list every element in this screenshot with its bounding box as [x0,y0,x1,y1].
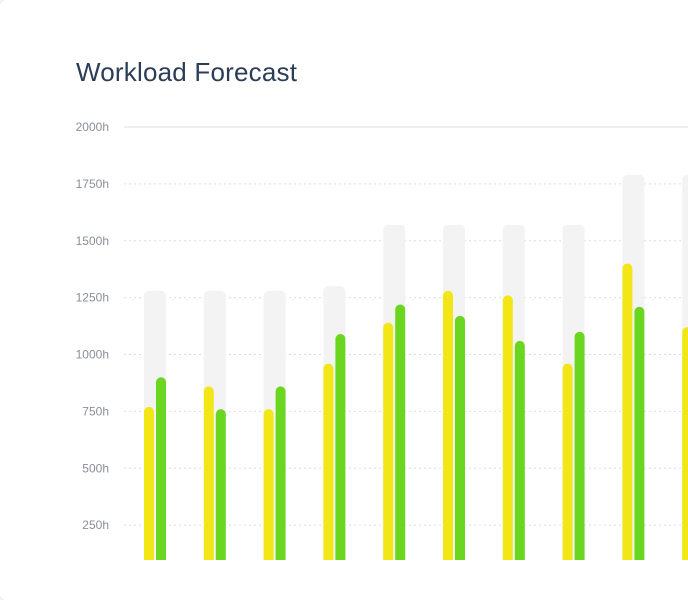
series-b-bar [275,386,286,560]
series-b-bar [156,377,166,560]
y-tick-label: 500h [82,461,109,475]
series-a-bar [622,263,633,560]
series-a-bar [144,406,154,560]
y-tick-label: 1750h [76,177,109,191]
series-a-bar [263,409,274,560]
series-a-bar [682,327,688,560]
series-a-bar [323,363,334,560]
chart-title: Workload Forecast [76,57,298,87]
series-b-bar [634,306,645,560]
y-tick-label: 2000h [76,120,109,134]
series-b-bar [215,409,226,560]
series-b-bar [395,304,406,560]
y-tick-label: 250h [82,518,109,532]
series-a-bar [383,322,394,560]
y-tick-label: 750h [82,404,109,418]
series-a-bar [502,295,513,560]
series-b-bar [574,331,585,560]
y-tick-label: 1000h [76,348,109,362]
series-b-bar [455,315,465,560]
y-tick-label: 1500h [76,234,109,248]
series-a-bar [203,386,214,560]
series-a-bar [562,363,573,560]
workload-forecast-chart: 250h 500h 750h 1000h 1250h 1500h 1750h 2000h [76,120,688,560]
y-tick-label: 1250h [76,291,109,305]
series-b-bar [335,334,346,560]
series-a-bar [443,290,453,560]
series-b-bar [514,340,525,560]
